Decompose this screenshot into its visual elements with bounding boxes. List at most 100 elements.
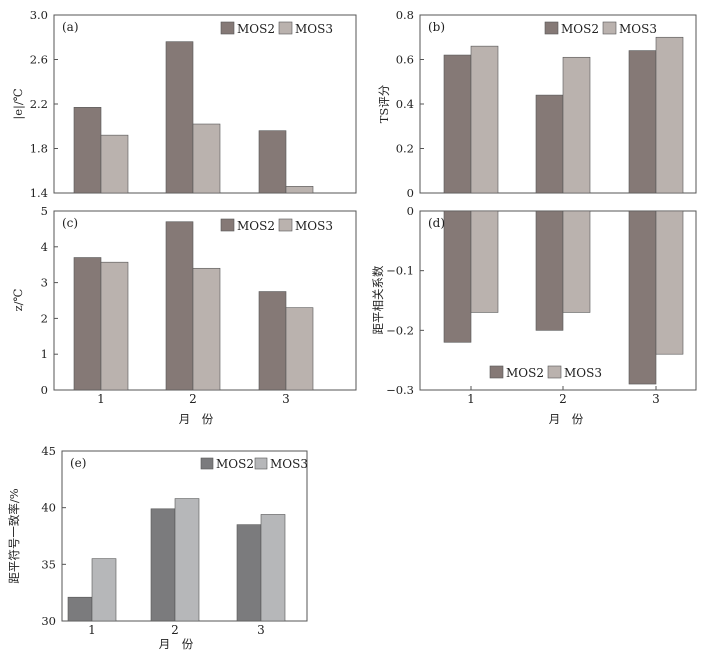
y-axis-label: TS评分 <box>377 84 391 123</box>
bar-mos3-month-3 <box>260 514 286 622</box>
bar-mos2-month-3 <box>628 210 657 385</box>
bar-mos3-month-3 <box>285 307 314 391</box>
y-axis-label: 距平符号一致率/% <box>7 488 21 583</box>
x-axis-label: 月 份 <box>159 637 194 651</box>
bar-mos2-month-3 <box>258 130 287 194</box>
legend-label-mos3: MOS3 <box>564 366 602 380</box>
x-tick-label: 1 <box>88 623 96 637</box>
bar-mos2-month-3 <box>628 50 657 194</box>
x-tick-label: 3 <box>282 392 290 406</box>
x-tick-label: 3 <box>257 623 265 637</box>
bar-mos3-month-2 <box>562 56 591 194</box>
bar-mos2-month-1 <box>73 257 102 391</box>
y-tick-label: 0.2 <box>396 142 414 156</box>
y-tick-label: 3 <box>41 276 48 290</box>
y-tick-label: 35 <box>41 557 56 571</box>
x-axis-label: 月 份 <box>179 412 214 426</box>
bar-mos2-month-3 <box>258 291 287 391</box>
y-tick-label: 0.4 <box>396 97 414 111</box>
bar-mos2-month-2 <box>150 508 176 622</box>
bar-mos3-month-2 <box>192 123 221 194</box>
bar-mos2-month-1 <box>443 54 472 194</box>
bar-mos2-month-1 <box>443 210 472 343</box>
panel-label: (d) <box>428 216 445 230</box>
bar-mos3-month-3 <box>655 210 684 355</box>
y-tick-label: −0.2 <box>386 323 414 337</box>
bar-mos3-month-1 <box>100 134 129 194</box>
y-tick-label: 1.8 <box>30 142 48 156</box>
y-tick-label: 45 <box>41 444 56 458</box>
legend-label-mos2: MOS2 <box>237 219 275 233</box>
x-tick-label: 1 <box>97 392 105 406</box>
bar-mos2-month-2 <box>165 41 194 194</box>
bar-mos2-month-2 <box>535 94 564 194</box>
y-tick-label: 0 <box>407 186 414 200</box>
legend-swatch-mos2 <box>489 365 504 379</box>
bar-mos3-month-3 <box>285 186 314 194</box>
y-axis-label: 距平相关系数 <box>371 265 385 334</box>
y-tick-label: 1 <box>41 347 48 361</box>
legend-swatch-mos2 <box>220 21 235 35</box>
bar-mos2-month-1 <box>67 596 93 622</box>
bar-mos2-month-2 <box>535 210 564 331</box>
bar-mos3-month-2 <box>192 267 221 391</box>
y-axis-label: |e|/℃ <box>11 88 26 119</box>
chart-panel-a: 1.4 1.8 2.2 2.6 3.0 (a) MOS2 MOS3 |e|/℃ <box>11 8 357 200</box>
y-tick-label: 2.6 <box>30 53 48 67</box>
legend-swatch-mos2 <box>220 218 235 232</box>
bar-mos3-month-1 <box>470 45 499 194</box>
bar-mos3-month-1 <box>470 210 499 313</box>
y-axis-label: z/℃ <box>11 288 25 311</box>
legend-swatch-mos2 <box>544 21 559 35</box>
y-tick-label: 5 <box>41 204 48 218</box>
bar-mos3-month-2 <box>174 498 200 622</box>
y-tick-label: 2.2 <box>30 97 48 111</box>
panel-label: (b) <box>428 20 445 34</box>
y-tick-label: 0 <box>407 204 414 218</box>
bar-mos2-month-2 <box>165 221 194 391</box>
y-tick-label: 3.0 <box>30 8 48 22</box>
bar-mos2-month-3 <box>236 524 262 622</box>
legend-swatch-mos3 <box>278 218 293 232</box>
x-tick-label: 3 <box>652 392 660 406</box>
legend-swatch-mos3 <box>254 457 268 470</box>
y-tick-label: 4 <box>41 240 48 254</box>
panel-label: (a) <box>62 20 79 34</box>
panel-label: (c) <box>62 216 78 230</box>
y-tick-label: 1.4 <box>30 186 48 200</box>
bar-mos3-month-1 <box>91 558 117 622</box>
y-tick-label: −0.1 <box>386 264 414 278</box>
y-tick-label: 0.6 <box>396 53 414 67</box>
legend-swatch-mos3 <box>547 365 562 379</box>
chart-panel-b: 0 0.2 0.4 0.6 0.8 (b) MOS2 MOS3 TS评分 <box>377 8 697 200</box>
y-tick-label: −0.3 <box>386 383 414 397</box>
legend-label-mos2: MOS2 <box>216 457 254 471</box>
x-tick-label: 2 <box>559 392 567 406</box>
bar-mos2-month-1 <box>73 107 102 194</box>
x-axis-label: 月 份 <box>549 412 584 426</box>
bar-mos3-month-3 <box>655 36 684 194</box>
bar-mos3-month-2 <box>562 210 591 313</box>
legend-label-mos2: MOS2 <box>506 366 544 380</box>
legend-swatch-mos2 <box>200 457 214 470</box>
x-tick-label: 1 <box>467 392 475 406</box>
legend-label-mos3: MOS3 <box>619 22 657 36</box>
legend-label-mos3: MOS3 <box>295 219 333 233</box>
legend-swatch-mos3 <box>278 21 293 35</box>
legend-swatch-mos3 <box>602 21 617 35</box>
y-tick-label: 30 <box>41 614 56 628</box>
legend-label-mos2: MOS2 <box>561 22 599 36</box>
x-tick-label: 2 <box>189 392 197 406</box>
x-tick-label: 2 <box>171 623 179 637</box>
chart-panel-c: 0 1 2 3 4 5 1 2 3 (c) MOS2 MOS3 z/℃ 月 份 <box>11 204 357 426</box>
y-tick-label: 40 <box>41 501 56 515</box>
legend-label-mos3: MOS3 <box>270 457 308 471</box>
y-tick-label: 0 <box>41 383 48 397</box>
panel-label: (e) <box>70 456 86 470</box>
legend-label-mos3: MOS3 <box>295 22 333 36</box>
y-tick-label: 2 <box>41 311 48 325</box>
chart-panel-e: 30 35 40 45 1 2 3 (e) MOS2 MOS3 距平符号一致率/% 月 份 <box>7 444 308 651</box>
legend-label-mos2: MOS2 <box>237 22 275 36</box>
